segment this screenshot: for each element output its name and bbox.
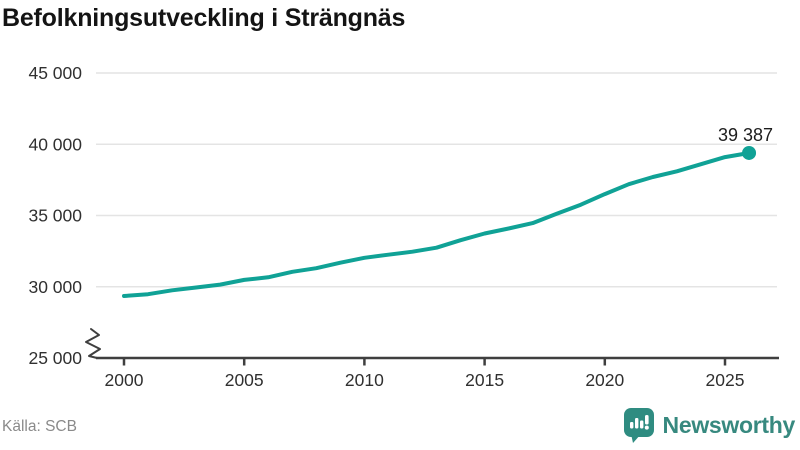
x-axis-tick-label: 2000 bbox=[105, 370, 144, 390]
x-axis-tick-label: 2025 bbox=[706, 370, 745, 390]
y-axis-tick-label: 45 000 bbox=[28, 63, 82, 83]
population-line-chart: 45 000 40 000 35 000 30 000 25 000 2000 2005 20… bbox=[28, 63, 779, 390]
x-axis-tick-label: 2010 bbox=[345, 370, 384, 390]
y-axis-tick-label: 30 000 bbox=[28, 277, 82, 297]
page-title: Befolkningsutveckling i Strängnäs bbox=[2, 4, 406, 32]
newsworthy-logo: Newsworthy bbox=[622, 406, 795, 444]
series-end-value-label: 39 387 bbox=[718, 125, 773, 145]
newsworthy-bar-chart-pin-icon bbox=[623, 408, 654, 443]
chart-footer: Källa: SCB Newsworthy bbox=[0, 404, 800, 450]
brand-name-label: Newsworthy bbox=[662, 411, 796, 438]
y-axis-tick-label: 40 000 bbox=[28, 134, 82, 154]
population-series-line bbox=[122, 151, 751, 298]
series-end-point bbox=[742, 145, 757, 160]
x-axis-tick-label: 2005 bbox=[225, 370, 264, 390]
source-label: Källa: SCB bbox=[2, 418, 77, 435]
x-axis-tick-label: 2015 bbox=[465, 370, 504, 390]
y-axis-tick-label: 25 000 bbox=[28, 348, 82, 368]
y-axis-tick-label: 35 000 bbox=[28, 206, 82, 226]
x-axis-tick-label: 2020 bbox=[585, 370, 624, 390]
axis-break-icon bbox=[85, 328, 101, 359]
